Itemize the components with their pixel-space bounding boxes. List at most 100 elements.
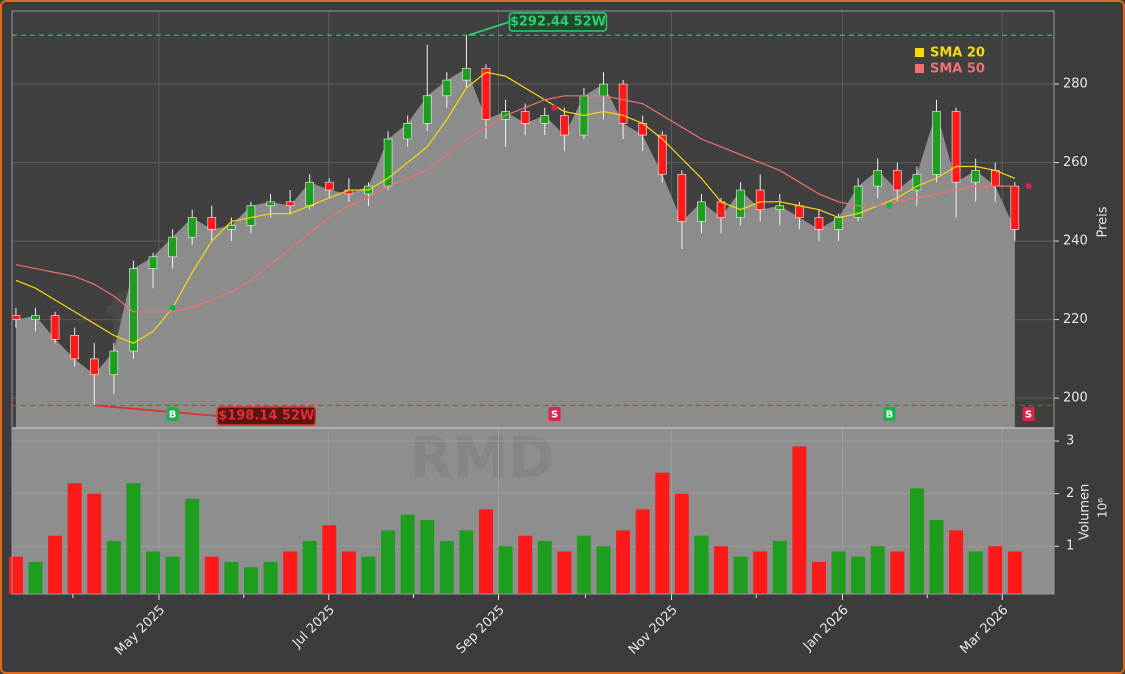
candle-body	[266, 201, 275, 207]
legend-label: SMA 50	[930, 62, 985, 77]
candle-body	[207, 217, 217, 230]
candle-body	[383, 138, 393, 187]
candle	[187, 209, 197, 246]
signal-label: S	[551, 410, 558, 421]
candle-body	[951, 111, 961, 183]
sma-line	[15, 71, 1016, 344]
volume-bar	[478, 509, 493, 594]
y-axis-scale: 10⁶	[1096, 498, 1110, 518]
candle	[697, 193, 706, 234]
volume-bar	[165, 556, 180, 594]
candle	[442, 72, 452, 108]
volume-bar	[283, 551, 298, 594]
candle	[168, 229, 177, 269]
candle-body	[422, 95, 432, 124]
candle-body	[932, 111, 941, 175]
candle	[422, 44, 432, 132]
volume-bar	[870, 546, 885, 594]
y-axis-label: Volumen	[1078, 484, 1093, 541]
candle-body	[873, 170, 883, 187]
signal-dot	[1025, 183, 1032, 190]
x-tick-label: Sep 2025	[454, 603, 508, 657]
y-tick-label: 200	[1063, 391, 1088, 406]
annotation-label: $198.14 52W	[218, 409, 314, 424]
candle	[560, 107, 569, 151]
candle	[383, 131, 393, 191]
candle	[971, 158, 980, 202]
candle-body	[285, 201, 295, 207]
volume-bar	[1007, 551, 1022, 594]
price-area	[15, 68, 1015, 428]
signal-dot	[169, 304, 176, 311]
candle-body	[50, 315, 60, 340]
volume-bar	[557, 551, 572, 594]
candle-body	[227, 225, 236, 230]
y-tick-label: 2	[1066, 486, 1074, 501]
candle-body	[971, 170, 980, 183]
volume-bar	[204, 556, 219, 594]
volume-bar	[537, 540, 552, 594]
candle-body	[481, 68, 491, 120]
volume-bar	[929, 519, 944, 594]
y-tick-label: 1	[1066, 539, 1074, 554]
candle-body	[657, 134, 667, 175]
volume-bar	[596, 546, 611, 594]
plot-frame	[11, 10, 1055, 595]
y-tick-label: 240	[1063, 234, 1088, 249]
candle	[70, 327, 79, 367]
volume-bar	[851, 556, 866, 594]
volume-bar	[733, 556, 748, 594]
candle-body	[187, 217, 197, 238]
volume-bar	[224, 561, 239, 594]
candle-body	[618, 83, 628, 124]
volume-bar	[890, 551, 905, 594]
candle	[893, 162, 902, 202]
volume-bar	[518, 535, 533, 594]
signal-marker	[548, 407, 561, 421]
candle	[403, 115, 412, 147]
annotation-label: $292.44 52W	[510, 15, 606, 30]
volume-bar	[968, 551, 983, 594]
volume-bar	[185, 498, 200, 594]
volume-bar	[459, 530, 474, 594]
candle	[109, 343, 119, 395]
volume-bar	[400, 514, 415, 594]
candle-body	[442, 79, 452, 97]
volume-bar	[988, 546, 1003, 594]
volume-bar	[635, 509, 650, 594]
candle-body	[677, 174, 687, 222]
volume-bar	[381, 530, 396, 594]
signal-marker	[1022, 407, 1035, 421]
candle	[618, 80, 628, 140]
signal-marker	[166, 407, 179, 421]
candle	[932, 99, 941, 183]
x-tick-label: Jan 2026	[800, 603, 852, 655]
x-tick-label: Nov 2025	[626, 603, 681, 658]
y-tick-label: 280	[1063, 77, 1088, 92]
volume-bar	[67, 483, 82, 594]
candle-body	[540, 115, 550, 124]
candle	[462, 35, 471, 88]
candle	[148, 252, 158, 289]
candle	[951, 107, 961, 218]
volume-bar	[48, 535, 63, 594]
volume-bar	[655, 472, 670, 594]
volume-bar	[753, 551, 768, 594]
candle-body	[599, 83, 608, 97]
candle-body	[560, 115, 569, 136]
candle-body	[834, 217, 843, 230]
candle	[207, 205, 217, 242]
signal-label: B	[169, 410, 177, 421]
candle-body	[129, 268, 138, 352]
candle-body	[325, 181, 334, 191]
volume-bar	[106, 540, 121, 594]
volume-bar	[811, 561, 826, 594]
volume-bar	[909, 488, 924, 594]
signal-dot	[886, 202, 893, 209]
annotation-arrow	[96, 404, 218, 417]
candle-body	[520, 111, 530, 124]
candle-body	[403, 122, 412, 140]
candle	[89, 343, 99, 406]
